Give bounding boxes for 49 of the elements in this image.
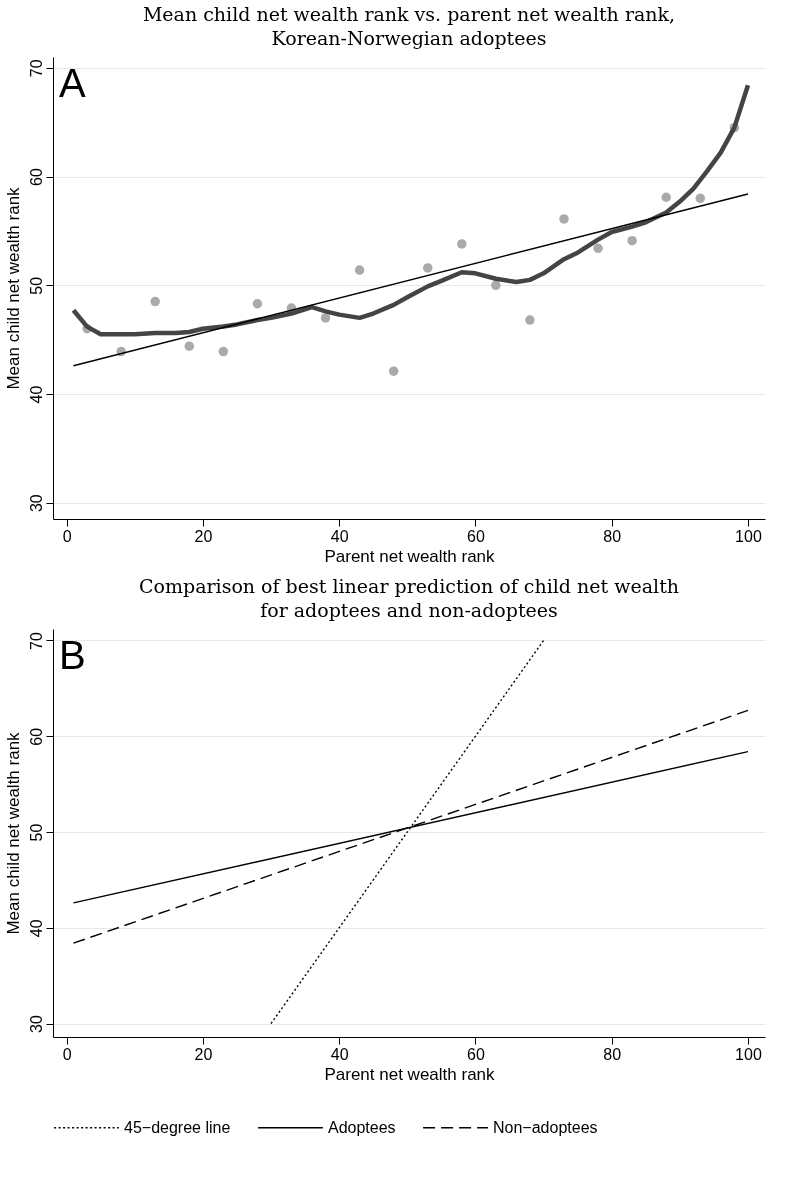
point [559,214,569,224]
y-tick-label: 30 [27,1015,45,1033]
y-tick-label: 50 [27,823,45,842]
y-axis-title: Mean child net wealth rank [3,731,23,935]
point [354,265,365,275]
x-tick-label: 0 [62,1045,72,1063]
x-tick-label: 100 [735,527,762,545]
point [491,280,501,291]
point [593,243,603,254]
y-tick-label: 50 [27,276,45,295]
x-tick-label: 100 [735,1045,762,1063]
x-tick-label: 20 [194,1045,213,1063]
x-axis-title: Parent net wealth rank [324,546,496,566]
point [422,263,433,273]
legend-label: Non−adoptees [493,1118,598,1136]
point [150,296,160,307]
point [661,192,671,202]
point [252,299,263,309]
point [218,346,229,357]
point [184,341,195,351]
annotation: A [59,61,86,105]
y-tick-label: 40 [27,385,45,404]
point [388,366,399,376]
annotation: B [59,633,86,677]
x-axis-title: Parent net wealth rank [324,1064,496,1084]
y-tick-label: 70 [27,59,45,78]
x-tick-label: 60 [467,527,485,545]
chart-title: Comparison of best linear prediction of child net wealth for adoptees and non-adoptees [138,575,680,621]
y-axis-title: Mean child net wealth rank [3,186,23,390]
point [457,239,467,249]
y-tick-label: 70 [27,631,45,650]
legend-label: Adoptees [328,1118,396,1136]
y-tick-label: 30 [27,494,45,513]
y-tick-label: 60 [27,727,45,746]
x-tick-label: 40 [330,1045,349,1063]
x-tick-label: 80 [603,1045,622,1063]
chart-title: Mean child net wealth rank vs. parent net wealth rank, Korean-Norwegian adoptees [142,3,676,49]
x-tick-label: 60 [467,1045,485,1063]
x-tick-label: 20 [194,527,213,545]
y-tick-label: 60 [27,168,45,186]
x-tick-label: 40 [330,527,349,545]
point [525,315,535,325]
x-tick-label: 80 [603,527,622,545]
point [320,313,331,323]
x-tick-label: 0 [62,527,72,545]
point [695,193,706,204]
legend-label: 45−degree line [124,1118,231,1136]
y-tick-label: 40 [27,919,45,938]
point [627,235,637,246]
